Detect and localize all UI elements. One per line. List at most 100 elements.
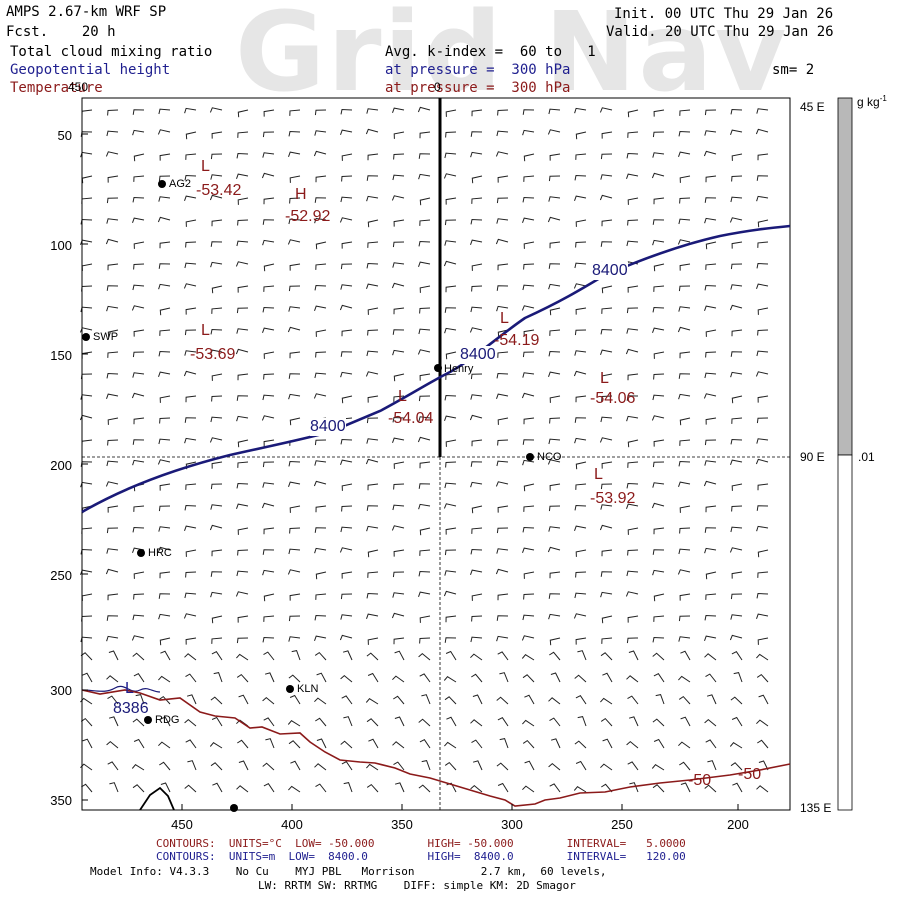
wind-barb: [626, 740, 639, 749]
wind-barb: [497, 351, 509, 358]
wind-barb: [523, 505, 535, 512]
wind-barb: [679, 417, 691, 426]
wind-barb: [393, 373, 405, 382]
wind-barb: [394, 716, 405, 727]
wind-barb: [263, 717, 275, 727]
wind-barb: [547, 546, 561, 553]
wind-barb: [184, 784, 197, 793]
temperature-contour-minus50: [81, 689, 791, 807]
colorbar-unit: g kg-1: [857, 94, 887, 109]
wind-barb: [549, 651, 561, 661]
wind-barb: [132, 459, 145, 466]
wind-barb: [600, 717, 613, 727]
wind-barb: [132, 784, 145, 793]
wind-barb: [703, 480, 717, 487]
wind-barb: [366, 262, 379, 269]
wind-barb: [627, 197, 639, 205]
wind-barb: [496, 285, 509, 291]
wind-barb: [677, 569, 691, 575]
wind-barb: [678, 636, 691, 642]
wind-barb: [678, 548, 691, 555]
wind-barb: [341, 241, 353, 249]
wind-barb: [470, 719, 483, 727]
wind-barb: [210, 762, 223, 771]
wind-barb: [523, 241, 535, 249]
station-henry: Henry: [444, 363, 474, 375]
wind-barb: [470, 461, 483, 467]
wind-barb: [574, 107, 587, 114]
wind-barb: [391, 612, 405, 619]
wind-barb: [627, 461, 639, 468]
height-contour-8386: [81, 685, 161, 693]
wind-barb: [497, 651, 509, 661]
wind-barb: [756, 262, 769, 269]
wind-barb: [678, 130, 691, 137]
wind-barb: [757, 219, 769, 228]
wind-barb: [575, 637, 587, 645]
wind-barb: [756, 785, 769, 793]
wind-barb: [159, 241, 171, 249]
wind-barb: [392, 741, 405, 749]
wind-barb: [601, 615, 613, 624]
wind-barb: [757, 571, 769, 578]
wind-barb: [522, 129, 535, 136]
wind-barb: [132, 109, 145, 115]
wind-barb: [522, 719, 535, 727]
wind-barb: [289, 505, 301, 513]
wind-barb: [521, 654, 535, 661]
wind-barb: [81, 615, 93, 622]
wind-barb: [366, 350, 379, 357]
wind-barb: [210, 261, 223, 268]
extremum-value: -52.92: [285, 208, 331, 225]
wind-barb: [574, 417, 587, 423]
wind-barb: [418, 173, 431, 180]
wind-barb: [315, 175, 327, 183]
wind-barb: [393, 461, 405, 469]
wind-barb: [185, 637, 197, 645]
wind-barb: [626, 307, 639, 314]
wind-barb: [733, 672, 743, 683]
wind-barb: [678, 285, 691, 292]
wind-barb: [159, 483, 171, 491]
wind-barb: [548, 438, 561, 445]
wind-barb: [366, 652, 379, 661]
wind-barb: [81, 439, 93, 447]
wind-barb: [577, 650, 587, 661]
wind-barb: [707, 760, 717, 771]
wind-barb: [132, 718, 145, 727]
wind-barb: [574, 350, 587, 356]
wind-barb: [210, 504, 223, 510]
wind-barb: [314, 460, 327, 466]
wind-barb: [315, 593, 327, 600]
wind-barb: [471, 505, 483, 514]
wind-barb: [367, 483, 379, 491]
wind-barb: [81, 783, 93, 793]
wind-barb: [755, 371, 769, 377]
wind-barb: [443, 173, 457, 179]
wind-barb: [522, 526, 535, 533]
wind-barb: [289, 109, 301, 116]
wind-barb: [626, 482, 639, 489]
wind-barb: [108, 650, 119, 661]
wind-barb: [419, 197, 431, 206]
wind-barb: [704, 217, 717, 224]
wind-barb: [133, 738, 145, 749]
wind-barb: [392, 504, 405, 511]
wind-barb: [446, 716, 457, 727]
wind-barb: [314, 284, 327, 291]
lon-label-45e: 45 E: [800, 100, 825, 114]
wind-barb: [756, 505, 769, 511]
wind-barb: [626, 240, 639, 247]
extremum-value: -53.92: [590, 490, 636, 507]
wind-barb: [550, 738, 561, 749]
wind-barb: [496, 305, 509, 312]
wind-barb: [653, 527, 665, 535]
wind-barb: [677, 239, 691, 245]
wind-barb: [157, 546, 171, 553]
wind-barb: [626, 637, 639, 644]
wind-barb: [288, 785, 301, 793]
wind-barb: [574, 592, 587, 599]
wind-barb: [573, 370, 587, 377]
wind-barb: [496, 615, 509, 621]
wind-barb: [315, 351, 327, 358]
